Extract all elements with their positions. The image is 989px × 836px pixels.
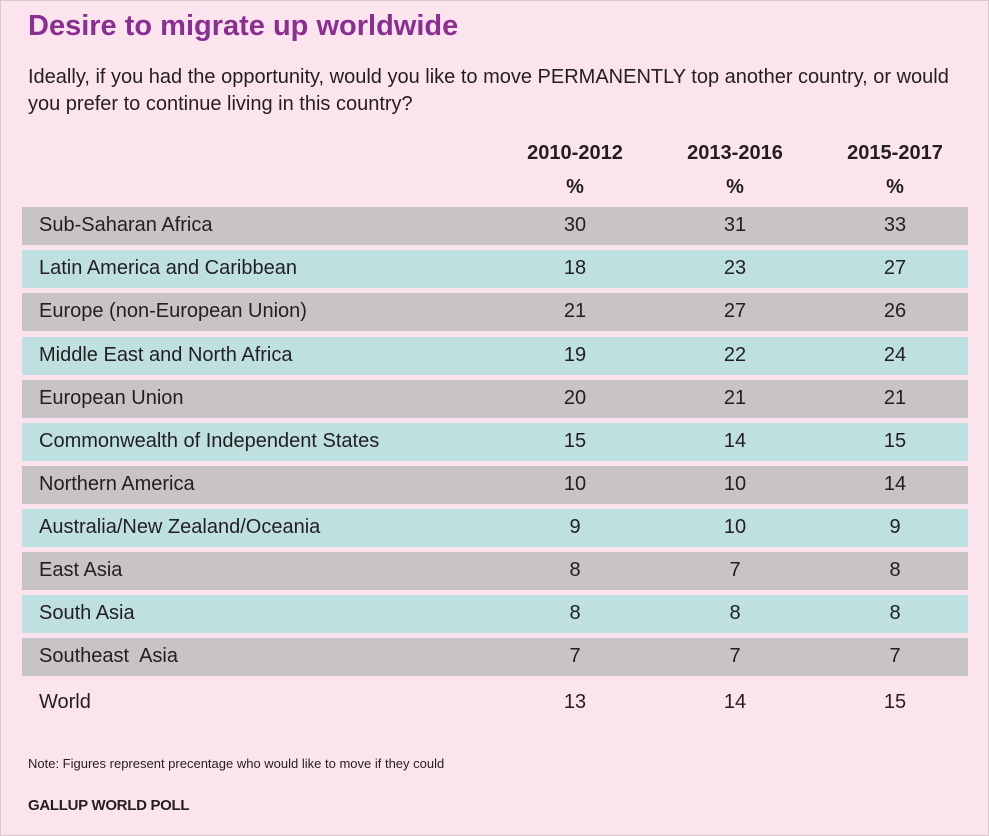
table-row: Commonwealth of Independent States 15 14 15 <box>22 423 968 461</box>
table-cell-value: 22 <box>723 344 747 366</box>
footnote: Note: Figures represent precentage who w… <box>28 756 445 771</box>
table-row: Middle East and North Africa 19 22 24 <box>22 337 968 375</box>
source-credit: GALLUP WORLD POLL <box>28 797 190 814</box>
table-cell-value: 9 <box>889 516 901 538</box>
table-cell-value: 14 <box>723 430 747 452</box>
table-cell-value: 10 <box>723 516 747 538</box>
column-unit: % <box>566 176 584 198</box>
table-cell-value: 33 <box>883 214 907 236</box>
table-cell-value: 18 <box>563 257 587 279</box>
table-row: Europe (non-European Union) 21 27 26 <box>22 293 968 331</box>
table-cell-value: 8 <box>889 602 901 624</box>
table-cell-value: 15 <box>883 430 907 452</box>
table-cell-value: 15 <box>883 691 907 713</box>
table-cell-value: 19 <box>563 344 587 366</box>
table-cell-value: 8 <box>569 559 581 581</box>
table-cell-value: 8 <box>729 602 741 624</box>
row-label: Southeast Asia <box>39 645 178 667</box>
row-label: Middle East and North Africa <box>39 344 293 366</box>
table-cell-value: 21 <box>563 300 587 322</box>
row-label: European Union <box>39 387 184 409</box>
table-cell-value: 24 <box>883 344 907 366</box>
table-cell-value: 9 <box>569 516 581 538</box>
table-cell-value: 15 <box>563 430 587 452</box>
table-cell-value: 31 <box>723 214 747 236</box>
table-cell-value: 10 <box>563 473 587 495</box>
table-cell-value: 8 <box>889 559 901 581</box>
table-row: European Union 20 21 21 <box>22 380 968 418</box>
table-cell-value: 8 <box>569 602 581 624</box>
table-cell-value: 26 <box>883 300 907 322</box>
table-cell-value: 23 <box>723 257 747 279</box>
table-row: Latin America and Caribbean 18 23 27 <box>22 250 968 288</box>
table-cell-value: 14 <box>723 691 747 713</box>
row-label: Latin America and Caribbean <box>39 257 297 279</box>
table-cell-value: 20 <box>563 387 587 409</box>
survey-question: Ideally, if you had the opportunity, wou… <box>28 66 949 115</box>
table-cell-value: 21 <box>883 387 907 409</box>
row-label: South Asia <box>39 602 135 624</box>
row-label: Sub-Saharan Africa <box>39 214 213 236</box>
row-label: Australia/New Zealand/Oceania <box>39 516 321 538</box>
row-label: Commonwealth of Independent States <box>39 430 380 452</box>
row-label: Europe (non-European Union) <box>39 300 307 322</box>
table-row: East Asia 8 7 8 <box>22 552 968 590</box>
table-row: Northern America 10 10 14 <box>22 466 968 504</box>
table-row: South Asia 8 8 8 <box>22 595 968 633</box>
table-cell-value: 14 <box>883 473 907 495</box>
table-cell-value: 27 <box>883 257 907 279</box>
column-header-2013-2016: 2013-2016 <box>687 142 783 164</box>
table-cell-value: 27 <box>723 300 747 322</box>
table-cell-value: 7 <box>729 559 741 581</box>
row-label: East Asia <box>39 559 123 581</box>
table-cell-value: 10 <box>723 473 747 495</box>
table-cell-value: 30 <box>563 214 587 236</box>
table-cell-value: 7 <box>889 645 901 667</box>
table-row: Sub-Saharan Africa 30 31 33 <box>22 207 968 245</box>
table-cell-value: 7 <box>569 645 581 667</box>
table-cell-value: 7 <box>729 645 741 667</box>
table-row: World 13 14 15 <box>22 684 968 722</box>
chart-title: Desire to migrate up worldwide <box>28 10 459 42</box>
table-cell-value: 21 <box>723 387 747 409</box>
column-header-2010-2012: 2010-2012 <box>527 142 623 164</box>
table-cell-value: 13 <box>563 691 587 713</box>
table-row: Southeast Asia 7 7 7 <box>22 638 968 676</box>
table-row: Australia/New Zealand/Oceania 9 10 9 <box>22 509 968 547</box>
row-label: Northern America <box>39 473 195 495</box>
column-unit: % <box>886 176 904 198</box>
column-header-2015-2017: 2015-2017 <box>847 142 943 164</box>
column-unit: % <box>726 176 744 198</box>
row-label: World <box>39 691 91 713</box>
